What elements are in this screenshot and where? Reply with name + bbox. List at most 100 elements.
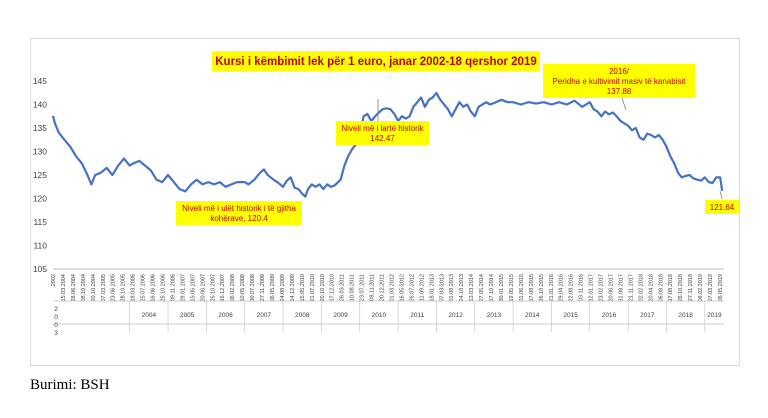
chart-title-box — [212, 51, 540, 71]
x-date-label: 16.12.2007 — [220, 274, 226, 302]
year-label: 2015 — [563, 312, 578, 319]
x-date-label: 20.06.2017 — [608, 274, 614, 302]
x-date-label: 26.10.2015 — [539, 274, 545, 302]
x-date-label: 25.10.2006 — [161, 274, 167, 302]
stacked-year-char: 0 — [54, 322, 58, 329]
x-date-label: 18.01.2013 — [429, 274, 435, 302]
x-date-label: 11.09.2012 — [419, 274, 425, 301]
chart-title: Kursi i këmbimit lek për 1 euro, janar 2… — [215, 56, 537, 68]
x-date-label: 06.05.2019 — [718, 274, 724, 302]
x-date-label: 21.07.2010 — [310, 274, 316, 302]
x-date-label: 07.03.2013 — [439, 274, 445, 302]
x-date-label: 25.07.2006 — [141, 274, 147, 302]
x-date-label: 27.11.2018 — [688, 274, 694, 301]
x-date-label: 08.02.2019 — [698, 274, 704, 302]
annotation-text: 142.47 — [370, 134, 395, 143]
annotation-box — [705, 200, 739, 214]
y-tick-label: 130 — [33, 147, 47, 157]
y-tick-label: 105 — [33, 264, 47, 274]
stacked-year-char: 2 — [54, 306, 58, 313]
x-date-label: 15.05.2010 — [300, 274, 306, 302]
year-label: 2004 — [142, 312, 157, 319]
year-label: 2011 — [410, 312, 424, 319]
year-label: 2017 — [640, 312, 655, 319]
x-date-label: 17.10.2014 — [489, 274, 495, 302]
x-date-label: 16.06.2006 — [151, 274, 157, 302]
year-label: 2005 — [180, 312, 195, 319]
annotation-text: Niveli më i lartë historik — [341, 124, 424, 133]
x-date-label: 07.03.2005 — [101, 274, 107, 302]
x-date-label: 27.11.2008 — [260, 274, 266, 301]
year-label: 2016 — [602, 312, 617, 319]
annotation-text: Peridha e kultivimit masiv të kanabisit — [553, 77, 687, 86]
x-date-label: 17.08.2015 — [529, 274, 535, 302]
y-tick-label: 135 — [33, 123, 47, 133]
x-date-label: 31.08.2017 — [618, 274, 624, 302]
x-date-label: 20.10.2004 — [91, 274, 97, 302]
x-date-label: 24.08.2009 — [280, 274, 286, 302]
x-date-label: 20.12.2011 — [380, 274, 386, 301]
x-date-label: 26.07.2012 — [409, 274, 415, 302]
x-date-label: 29.01.2007 — [180, 274, 186, 302]
x-date-label: 16.05.2012 — [399, 274, 405, 302]
x-date-label: 29.04.2016 — [559, 274, 565, 302]
x-date-label: 19.05.2015 — [509, 274, 515, 302]
year-label: 2019 — [707, 312, 722, 319]
stacked-year-char: 0 — [54, 314, 58, 321]
x-date-label: 24.10.2013 — [459, 274, 465, 302]
annotation-text: Niveli më i ulët historik i të gjitha — [182, 204, 296, 213]
x-date-label: 20.06.2007 — [200, 274, 206, 302]
y-tick-label: 145 — [33, 76, 47, 86]
annotation-leader — [719, 190, 723, 200]
x-date-label: 08.10.2004 — [81, 274, 87, 302]
year-label: 2008 — [295, 312, 310, 319]
year-label: 2014 — [525, 312, 540, 319]
annotation-text: 137.88 — [607, 87, 632, 96]
x-date-label: 27.05.2014 — [479, 274, 485, 302]
x-date-label: 15.03.2004 — [61, 274, 67, 302]
x-date-label: 20.10.2010 — [320, 274, 326, 302]
x-date-label: 01.08.2013 — [449, 274, 455, 302]
x-date-label: 26.10.2018 — [678, 274, 684, 302]
annotation-text: 121.64 — [710, 203, 735, 212]
x-date-label: 10.08.2011 — [350, 274, 356, 301]
annotation-text: 2016/ — [609, 67, 630, 76]
annotation-text: kohërave, 120.4 — [210, 214, 268, 223]
x-date-label: 12.01.2017 — [589, 274, 595, 302]
y-tick-label: 120 — [33, 194, 47, 204]
x-date-label: 22.08.2016 — [569, 274, 575, 302]
x-date-label: 02.02.2018 — [638, 274, 644, 302]
x-date-label: 07.03.2019 — [708, 274, 714, 302]
annotation-box — [336, 121, 429, 145]
x-date-label: 21.11.2017 — [628, 274, 634, 301]
x-date-label: 10.05.2008 — [240, 274, 246, 302]
x-date-label: 30.07.2008 — [250, 274, 256, 302]
annotation-leader — [621, 97, 627, 111]
x-date-label: 17.12.2010 — [330, 274, 336, 302]
x-date-label: 23.07.2011 — [360, 274, 366, 301]
y-tick-label: 125 — [33, 170, 47, 180]
y-tick-label: 110 — [33, 241, 47, 251]
x-date-label: 30.01.2015 — [499, 274, 505, 302]
x-date-label: 23.02.2017 — [599, 274, 605, 302]
x-date-label: 25.10.2007 — [210, 274, 216, 302]
x-date-label: 06.02.2008 — [230, 274, 236, 302]
year-label: 2018 — [678, 312, 693, 319]
x-date-label: 28.06.2004 — [71, 274, 77, 302]
x-date-label: 26.03.2011 — [340, 274, 346, 301]
x-date-label: 03.11.2016 — [579, 274, 585, 301]
year-label: 2012 — [448, 312, 463, 319]
annotation-box — [176, 201, 302, 225]
x-date-label: 2002 — [51, 274, 57, 286]
x-date-label: 14.12.2009 — [290, 274, 296, 302]
x-date-label: 06.05.2009 — [270, 274, 276, 302]
annotation-box — [543, 64, 695, 98]
x-date-label: 20.04.2018 — [648, 274, 654, 302]
x-date-label: 18.03.2006 — [131, 274, 137, 302]
y-tick-label: 140 — [33, 100, 47, 110]
x-date-label: 01.06.2015 — [519, 274, 525, 302]
x-date-label: 15.05.2007 — [190, 274, 196, 302]
y-tick-label: 115 — [33, 217, 47, 227]
year-label: 2010 — [372, 312, 387, 319]
